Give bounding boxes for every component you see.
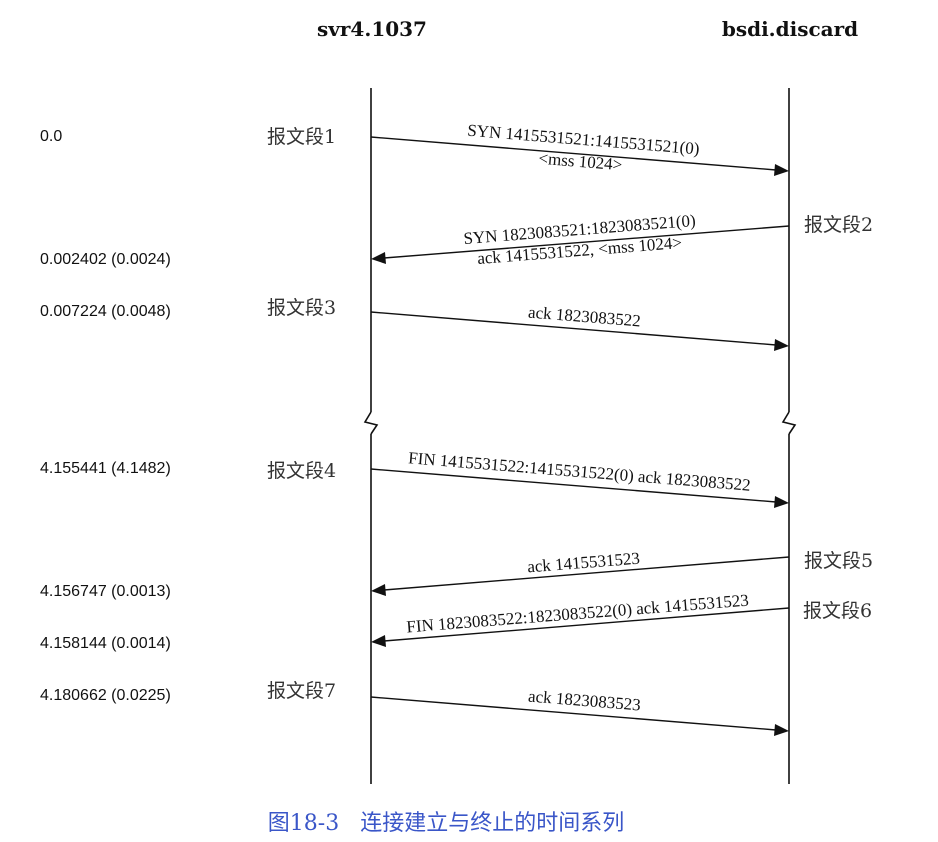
right-timeline — [781, 88, 797, 784]
message-label-6: FIN 1823083522:1823083522(0) ack 1415531… — [406, 591, 750, 637]
timestamp-7: 4.180662 (0.0225) — [40, 687, 171, 704]
timestamp-5: 4.156747 (0.0013) — [40, 583, 171, 600]
segment-labels: 报文段1 报文段2 报文段3 报文段4 报文段5 报文段6 报文段7 — [267, 126, 873, 702]
timestamps: 0.0 0.002402 (0.0024) 0.007224 (0.0048) … — [40, 128, 171, 704]
segment-label-5: 报文段5 — [804, 550, 873, 572]
message-arrow-1: SYN 1415531521:1415531521(0) <mss 1024> — [370, 121, 789, 176]
message-arrow-4: FIN 1415531522:1415531522(0) ack 1823083… — [370, 448, 789, 508]
message-arrow-2: SYN 1823083521:1823083521(0) ack 1415531… — [371, 211, 790, 268]
message-label-5: ack 1415531523 — [527, 549, 641, 577]
segment-label-2: 报文段2 — [804, 214, 873, 236]
message-label-7: ack 1823083523 — [527, 687, 641, 715]
message-label-1b: <mss 1024> — [538, 149, 623, 175]
right-host-label: bsdi.discard — [722, 17, 858, 41]
segment-label-3: 报文段3 — [267, 297, 336, 319]
timestamp-2: 0.002402 (0.0024) — [40, 251, 171, 268]
left-timeline — [363, 88, 379, 784]
message-label-4: FIN 1415531522:1415531522(0) ack 1823083… — [408, 448, 752, 494]
timestamp-1: 0.0 — [40, 128, 62, 145]
message-arrow-6: FIN 1823083522:1823083522(0) ack 1415531… — [371, 591, 790, 647]
message-arrow-7: ack 1823083523 — [370, 687, 789, 736]
timestamp-3: 0.007224 (0.0048) — [40, 303, 171, 320]
segment-label-1: 报文段1 — [267, 126, 336, 148]
timestamp-6: 4.158144 (0.0014) — [40, 635, 171, 652]
segment-label-7: 报文段7 — [267, 680, 336, 702]
message-arrow-5: ack 1415531523 — [371, 549, 790, 596]
left-host-label: svr4.1037 — [317, 17, 427, 41]
figure-caption: 图18-3 连接建立与终止的时间系列 — [268, 811, 624, 836]
segment-label-4: 报文段4 — [267, 460, 336, 482]
segment-label-6: 报文段6 — [803, 600, 872, 622]
message-arrow-3: ack 1823083522 — [370, 303, 789, 351]
timestamp-4: 4.155441 (4.1482) — [40, 460, 171, 477]
